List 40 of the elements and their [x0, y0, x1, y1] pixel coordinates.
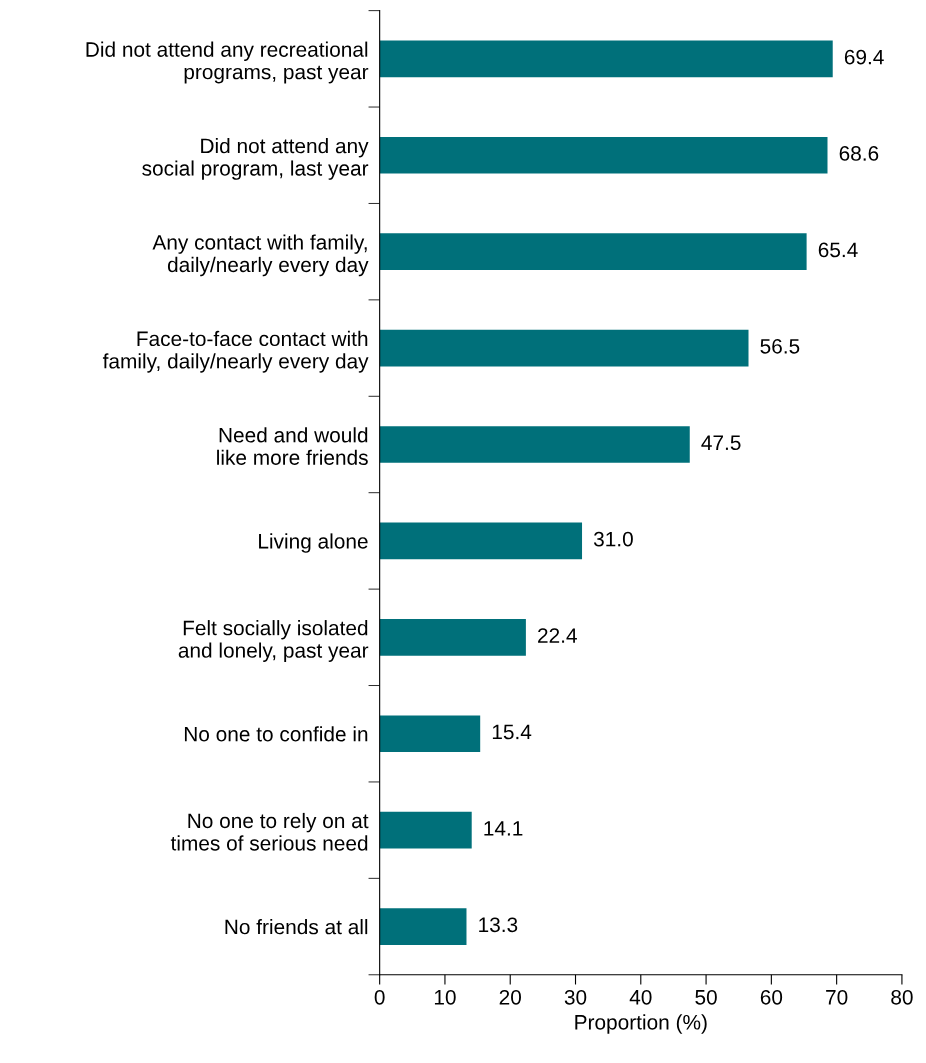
y-tick-label: No one to rely on at times of serious need	[170, 812, 369, 851]
x-tick-label: 70	[826, 989, 848, 1005]
y-tick-label: Living alone	[259, 533, 368, 553]
y-tick-label: Face-to-face contact with family, daily/nearly every day	[102, 330, 369, 373]
data-label: 56.5	[760, 338, 800, 354]
x-axis-title: Proportion (%)	[575, 1014, 707, 1034]
y-tick-label: Felt socially isolated and lonely, past year	[178, 620, 369, 662]
data-label: 15.4	[492, 724, 532, 740]
y-tick-label: No friends at all	[225, 919, 368, 935]
x-tick-label: 0	[374, 989, 385, 1005]
y-tick-label: No one to confide in	[184, 726, 368, 742]
x-tick-label: 50	[695, 989, 717, 1005]
x-tick-label: 60	[760, 989, 783, 1005]
y-tick-label: Did not attend any recreational programs, past year	[86, 41, 369, 84]
data-label: 65.4	[818, 242, 858, 258]
bar	[379, 329, 749, 367]
data-label: 14.1	[484, 821, 523, 836]
bar	[379, 233, 807, 270]
y-tick-label: Did not attend any social program, last year	[142, 137, 369, 180]
bar	[379, 715, 481, 753]
x-tick-label: 80	[891, 989, 913, 1005]
bar	[379, 908, 467, 945]
bar	[379, 426, 690, 463]
bar	[379, 136, 828, 174]
data-label: 22.4	[538, 628, 577, 643]
data-label: 31.0	[593, 531, 633, 547]
y-tick-label: Need and would like more friends	[217, 427, 368, 465]
y-tick-label: Any contact with family, daily/nearly every day	[152, 234, 369, 277]
x-tick-label: 30	[564, 989, 587, 1005]
data-label: 47.5	[701, 435, 741, 451]
bar	[379, 619, 526, 656]
bar	[379, 40, 833, 78]
x-tick-label: 10	[434, 989, 456, 1005]
x-tick-label: 40	[629, 989, 652, 1005]
data-label: 68.6	[839, 146, 879, 161]
bar	[379, 522, 583, 560]
data-label: 69.4	[844, 49, 884, 65]
bar	[379, 811, 472, 849]
x-tick-label: 20	[499, 989, 521, 1005]
data-label: 13.3	[479, 917, 518, 933]
